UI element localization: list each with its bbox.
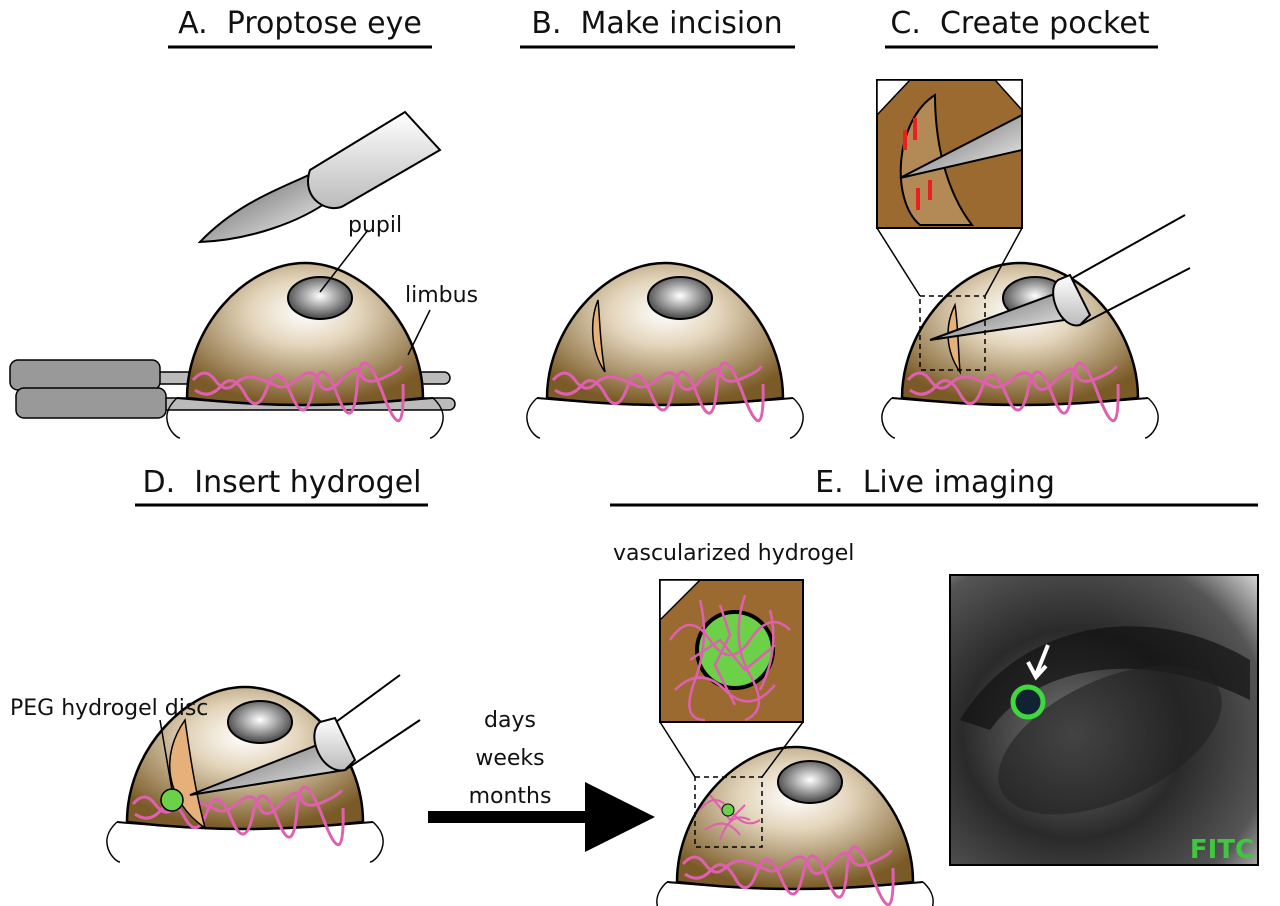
zoom-line <box>984 227 1023 297</box>
panel-title: D. Insert hydrogel <box>143 465 422 500</box>
label: vascularized hydrogel <box>613 541 854 566</box>
fitc-label: FITC <box>1190 835 1254 865</box>
timeline-label: weeks <box>475 746 544 771</box>
zoom-line <box>876 227 921 297</box>
hydrogel-disc <box>160 788 184 812</box>
instrument <box>929 214 1191 341</box>
zoom-region <box>919 295 986 371</box>
zoom-line <box>659 721 696 778</box>
arrow <box>428 782 655 852</box>
eye <box>880 261 1160 440</box>
instrument <box>189 674 421 796</box>
eye <box>165 261 445 440</box>
label: pupil <box>348 213 402 238</box>
panel-title: B. Make incision <box>531 6 782 41</box>
incision <box>947 302 961 375</box>
label: limbus <box>405 283 478 308</box>
inset <box>876 79 1023 229</box>
timeline-label: days <box>484 708 536 733</box>
timeline-label: months <box>469 784 552 809</box>
hydrogel-disc <box>721 803 735 817</box>
panel-title: E. Live imaging <box>815 465 1055 500</box>
label: PEG hydrogel disc <box>10 696 208 721</box>
pointer <box>159 719 173 791</box>
panel-title: A. Proptose eye <box>178 6 422 41</box>
eye <box>655 745 935 906</box>
zoom-region <box>694 776 763 848</box>
eye <box>525 261 805 440</box>
incision <box>591 299 606 373</box>
scalpel <box>197 110 442 244</box>
incision <box>168 718 207 830</box>
panel-title: C. Create pocket <box>890 6 1149 41</box>
fitc-photo <box>949 574 1259 866</box>
pointer <box>407 309 431 356</box>
pointer <box>319 229 369 293</box>
inset <box>659 579 804 723</box>
zoom-line <box>761 721 804 778</box>
